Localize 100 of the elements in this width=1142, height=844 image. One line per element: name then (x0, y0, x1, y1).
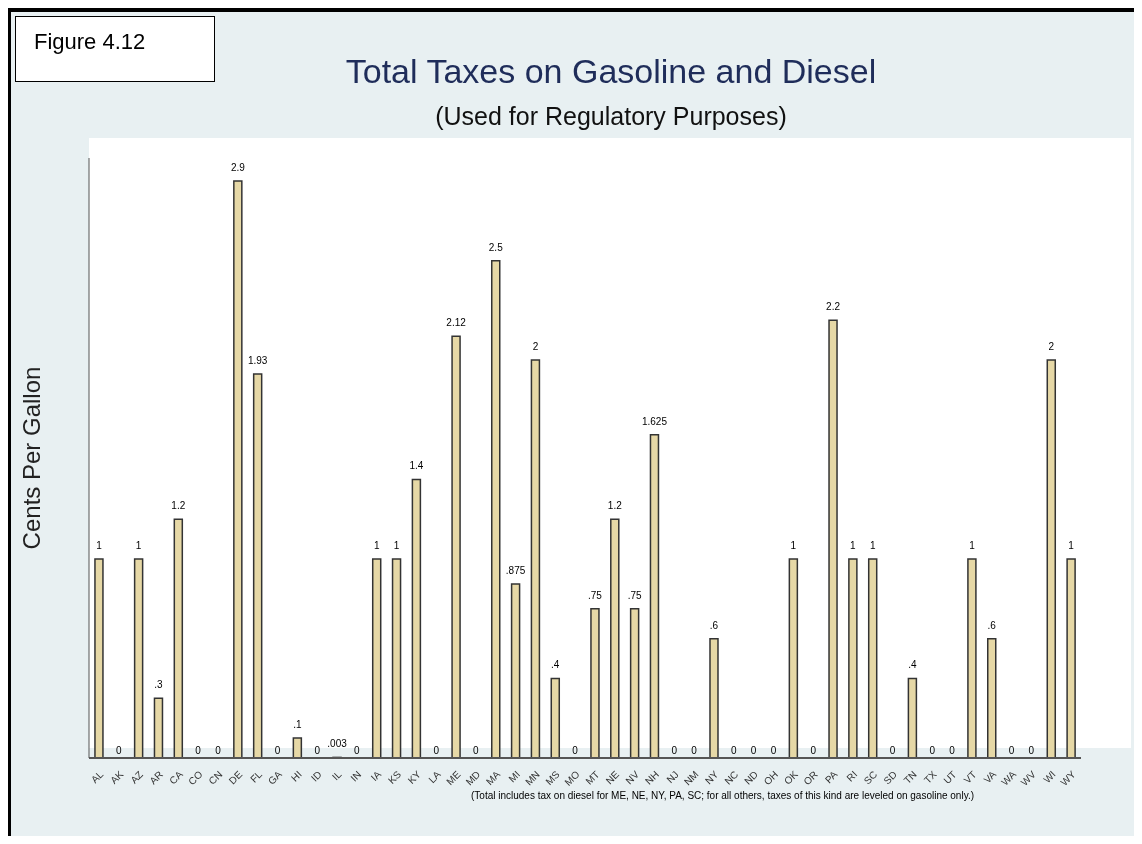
x-tick-label: AZ (128, 768, 146, 786)
x-tick-label: CN (206, 768, 225, 787)
x-tick-label: FL (248, 768, 265, 785)
data-label: 0 (215, 745, 222, 756)
data-label: .875 (505, 564, 526, 576)
x-tick-label: MT (583, 768, 602, 787)
data-label: 1.93 (247, 355, 268, 367)
x-tick-label: IA (368, 768, 384, 784)
x-tick-label: NY (702, 768, 721, 787)
data-label: .6 (987, 619, 997, 631)
data-label: 0 (671, 745, 678, 756)
x-tick-label: DE (226, 768, 245, 787)
x-tick-label: LA (426, 768, 443, 786)
data-label: 0 (1008, 745, 1015, 756)
x-tick-label: SC (861, 768, 880, 787)
caption: Figure 4.12 (15, 16, 215, 82)
data-label: 2.2 (826, 301, 841, 313)
x-tick-label: OK (781, 768, 801, 787)
x-tick-label: TX (921, 768, 939, 786)
data-label: 1 (96, 540, 103, 552)
x-tick-label: AR (147, 768, 165, 787)
x-tick-label: MI (506, 768, 523, 785)
data-label: 0 (1028, 745, 1035, 756)
data-label: 0 (314, 745, 321, 756)
data-label: 1 (1068, 540, 1075, 552)
x-tick-label: VT (961, 768, 979, 786)
x-tick-label: WV (1018, 768, 1039, 788)
data-label: 0 (889, 745, 896, 756)
x-tick-label: TN (901, 768, 919, 786)
data-label: 0 (810, 745, 817, 756)
data-label: 1 (393, 540, 400, 552)
data-label: 1 (969, 540, 976, 552)
data-label: 2.5 (488, 241, 504, 253)
x-tick-label: NH (642, 768, 661, 787)
x-tick-label: VA (981, 768, 999, 786)
x-tick-label: OR (801, 768, 820, 788)
chart-subtitle: (Used for Regulatory Purposes) (434, 102, 788, 131)
data-label: 2.9 (230, 162, 246, 174)
data-label: 1.2 (607, 500, 623, 512)
x-tick-label: MN (523, 768, 542, 788)
x-tick-label: CO (186, 768, 205, 788)
x-tick-label: MS (543, 768, 562, 788)
data-label: 1.625 (641, 415, 668, 427)
x-tick-label: ID (308, 768, 324, 784)
data-label: 0 (949, 745, 956, 756)
data-label: 0 (770, 745, 777, 756)
x-tick-label: KY (405, 768, 424, 786)
x-tick-label: PA (822, 768, 840, 786)
x-tick-label: WI (1041, 768, 1058, 786)
x-tick-label: KS (385, 768, 404, 786)
x-tick-label: UT (941, 768, 959, 786)
x-tick-label: AK (108, 768, 126, 786)
data-label: .1 (293, 719, 302, 731)
data-label: 0 (750, 745, 757, 756)
data-label: 1 (135, 540, 142, 552)
x-tick-label: SD (881, 768, 900, 787)
data-label: 2 (532, 341, 539, 353)
data-label: .3 (154, 679, 164, 691)
data-label: .003 (327, 738, 348, 750)
x-tick-label: NJ (664, 768, 681, 786)
x-tick-label: NM (681, 768, 701, 788)
x-tick-label: RI (844, 768, 860, 784)
data-label: 1.4 (409, 460, 424, 472)
x-tick-label: ME (444, 768, 463, 788)
data-label: 0 (354, 745, 361, 756)
x-tick-label: MO (562, 768, 582, 788)
data-label: 2.12 (446, 317, 467, 329)
x-tick-label: CA (167, 768, 186, 787)
data-label: 0 (691, 745, 698, 756)
data-label: .75 (627, 589, 643, 601)
x-tick-label: NE (603, 768, 622, 787)
x-tick-label: WY (1058, 768, 1078, 788)
data-label: 1 (850, 540, 857, 552)
data-label: 0 (195, 745, 202, 756)
x-tick-label: AL (89, 768, 106, 786)
data-label: 0 (731, 745, 738, 756)
data-label: 2 (1048, 341, 1055, 353)
text: (Total includes tax on diesel for ME, NE, NY, PA, SC; for all others, taxes of this kind are leveled on gasoline only.) (471, 790, 975, 801)
x-tick-label: IN (348, 768, 364, 784)
data-label: .6 (709, 619, 719, 631)
data-label: 0 (929, 745, 936, 756)
x-tick-label: GA (265, 768, 285, 787)
x-tick-label: WA (999, 768, 1019, 788)
data-label: .4 (908, 659, 917, 671)
data-label: 1 (869, 540, 876, 552)
data-label: 0 (274, 745, 281, 756)
x-tick-label: ND (742, 768, 761, 787)
chart-title: Total Taxes on Gasoline and Diesel (345, 52, 877, 90)
data-label: 0 (572, 745, 579, 756)
data-label: 0 (473, 745, 480, 756)
x-tick-label: IL (329, 768, 344, 783)
x-tick-label: OH (761, 768, 780, 788)
data-label: 1.2 (171, 500, 186, 512)
x-tick-label: NC (722, 768, 741, 787)
x-tick-label: NV (623, 768, 642, 787)
data-label: 0 (433, 745, 440, 756)
data-label: .4 (551, 659, 560, 671)
data-label: 1 (790, 540, 797, 552)
x-tick-label: HI (288, 768, 304, 784)
x-tick-label: MD (463, 768, 483, 788)
